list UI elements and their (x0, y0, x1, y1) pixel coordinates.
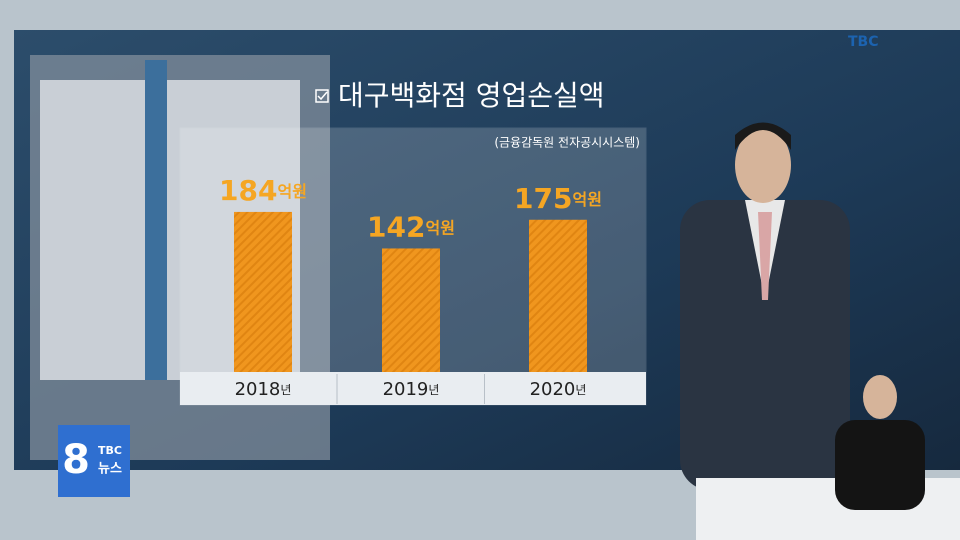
check-mark (317, 91, 328, 101)
bar (529, 219, 587, 372)
tbc-logo: TBC (848, 34, 879, 50)
category-band (180, 372, 646, 405)
news-badge (58, 425, 130, 497)
anchor-suit (680, 200, 850, 490)
channel-number: 8 (62, 437, 90, 483)
interpreter-head (863, 375, 897, 419)
check-box (315, 89, 329, 103)
value-label: 175억원 (514, 182, 602, 215)
x-tick-label: 2018년 (235, 379, 292, 400)
x-tick-label: 2020년 (530, 379, 587, 400)
value-label: 184억원 (219, 174, 307, 207)
badge-brand: TBC (98, 444, 122, 457)
value-label: 142억원 (367, 210, 455, 243)
chart-source: (금융감독원 전자공시시스템) (494, 136, 640, 150)
x-tick-label: 2019년 (383, 379, 440, 400)
badge-program: 뉴스 (98, 462, 122, 477)
bar (382, 248, 440, 372)
anchor-head (735, 127, 791, 203)
bar (234, 211, 292, 372)
anchor-tie (758, 212, 772, 300)
interpreter-body (835, 420, 925, 510)
building-stripe (145, 60, 167, 380)
chart-title: 대구백화점 영업손실액 (338, 79, 605, 112)
anchor-hair (735, 122, 791, 150)
